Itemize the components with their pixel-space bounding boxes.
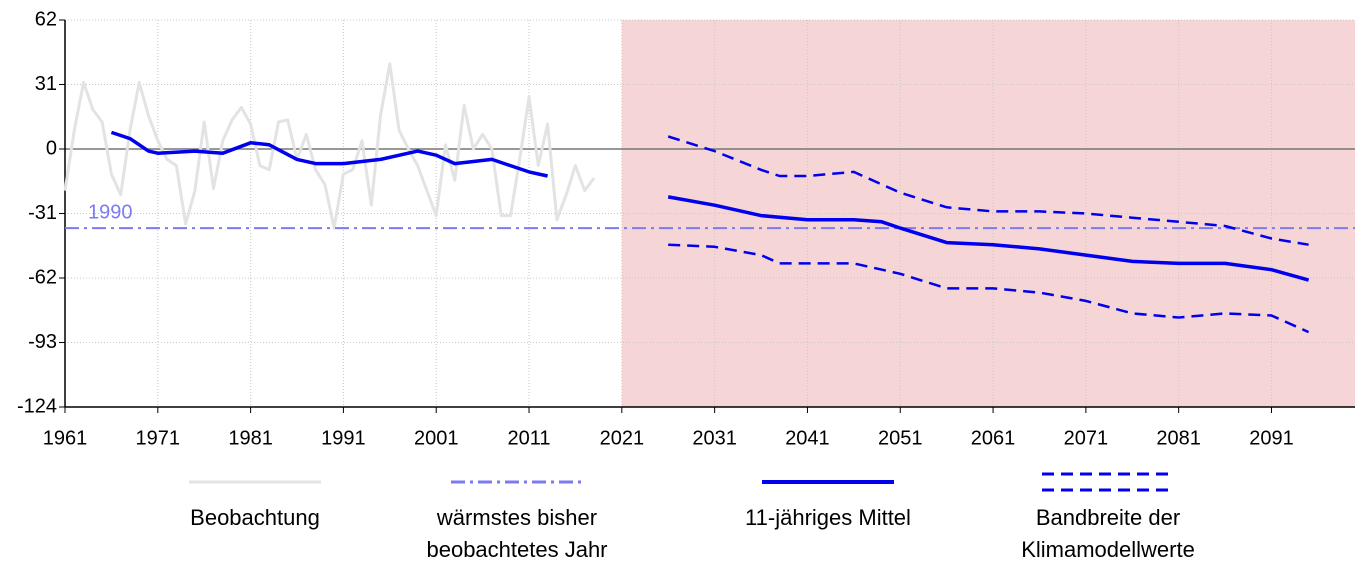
legend-item: wärmstes bisher beobachtetes Jahr xyxy=(387,470,647,566)
legend-swatch xyxy=(189,480,321,484)
x-tick-label: 2011 xyxy=(508,427,551,449)
legend-item: 11-jähriges Mittel xyxy=(743,470,913,534)
reference-label: 1990 xyxy=(88,201,133,223)
x-tick-label: 2001 xyxy=(414,427,459,449)
line xyxy=(110,130,1310,282)
y-tick-label: -93 xyxy=(28,331,57,353)
x-tick-label: 2081 xyxy=(1156,427,1201,449)
line-lower xyxy=(668,243,1310,334)
y-tick-label: 0 xyxy=(46,137,57,159)
x-tick-label: 2021 xyxy=(600,427,645,449)
x-tick-label: 2031 xyxy=(692,427,737,449)
x-tick-label: 1961 xyxy=(43,427,88,449)
x-tick-label: 2051 xyxy=(878,427,923,449)
legend-label: wärmstes bisher beobachtetes Jahr xyxy=(426,505,608,562)
x-tick-label: 2061 xyxy=(971,427,1016,449)
legend-swatch xyxy=(451,480,583,484)
y-tick-label: 31 xyxy=(35,73,57,95)
y-tick-label: -124 xyxy=(17,395,57,417)
x-tick-label: 2071 xyxy=(1064,427,1109,449)
legend-item: Bandbreite der Klimamodellwerte xyxy=(978,470,1238,566)
line xyxy=(667,135,1309,246)
x-tick-label: 1991 xyxy=(321,427,366,449)
legend-label: Bandbreite der Klimamodellwerte xyxy=(1021,505,1195,562)
legend-label: 11-jähriges Mittel xyxy=(745,505,911,530)
x-tick-label: 1971 xyxy=(136,427,181,449)
x-tick-label: 2041 xyxy=(785,427,830,449)
legend-swatch xyxy=(1042,472,1174,492)
y-tick-label: -31 xyxy=(28,202,57,224)
y-tick-label: -62 xyxy=(28,266,57,288)
line xyxy=(63,62,596,230)
x-tick-label: 1981 xyxy=(228,427,273,449)
legend-swatch xyxy=(762,480,894,484)
x-tick-label: 2091 xyxy=(1249,427,1294,449)
legend-item: Beobachtung xyxy=(155,470,355,534)
legend-label: Beobachtung xyxy=(190,505,320,530)
y-tick-label: 62 xyxy=(35,8,57,30)
chart: -124 -93 -62 -31 0 31 62 1961 1971 1981 1991 2001 20… xyxy=(17,8,1355,449)
